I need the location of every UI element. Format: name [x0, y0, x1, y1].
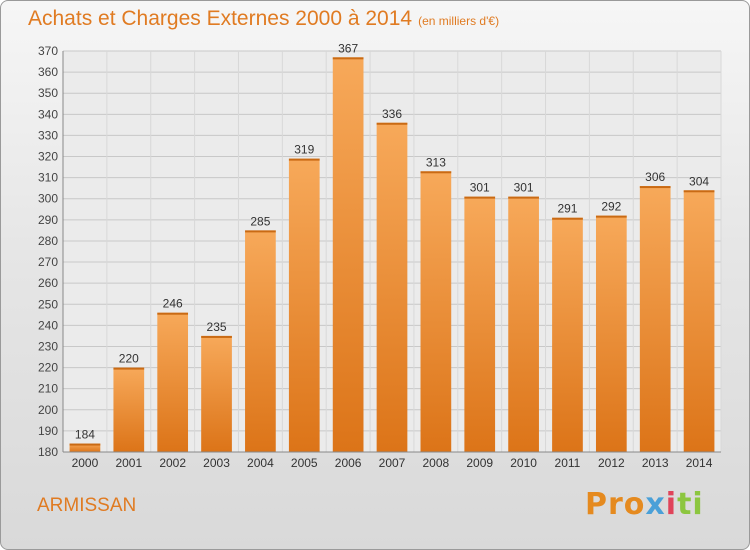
bar-top-edge [245, 230, 276, 233]
y-tick-label: 280 [38, 234, 58, 248]
y-tick-label: 340 [38, 107, 58, 121]
bar-top-edge [201, 335, 232, 338]
chart-unit: (en milliers d'€) [418, 14, 500, 28]
bar-top-edge [113, 367, 145, 370]
bar-value-label: 336 [382, 107, 402, 121]
bar-top-edge [639, 186, 671, 189]
bar-top-edge [69, 443, 101, 446]
y-tick-label: 200 [38, 403, 58, 417]
bar [113, 367, 145, 452]
bar [683, 190, 715, 452]
bar-top-edge [376, 122, 408, 125]
x-tick-label: 2008 [423, 456, 450, 470]
x-tick-label: 2009 [466, 456, 493, 470]
bar-top-edge [157, 312, 189, 315]
bar-value-label: 367 [338, 41, 358, 55]
bar-value-label: 304 [689, 174, 709, 188]
y-tick-label: 300 [38, 192, 58, 206]
bar [69, 443, 101, 452]
bar [464, 196, 496, 452]
bar-value-label: 292 [601, 200, 621, 214]
bar-value-label: 319 [294, 143, 314, 157]
logo-part: Pro [585, 487, 646, 522]
bar [245, 230, 276, 452]
y-tick-label: 220 [38, 361, 58, 375]
logo-part: ti [677, 487, 704, 522]
y-tick-label: 350 [38, 86, 58, 100]
bar-value-label: 184 [75, 428, 95, 442]
x-tick-label: 2002 [159, 456, 186, 470]
bar-value-label: 291 [557, 202, 577, 216]
bar-top-edge [595, 215, 627, 218]
bar-top-edge [508, 196, 539, 199]
bar-top-edge [288, 158, 320, 161]
bar-value-label: 301 [470, 181, 490, 195]
y-tick-label: 230 [38, 339, 58, 353]
bar-value-label: 313 [426, 155, 446, 169]
bar-top-edge [420, 171, 452, 174]
y-tick-label: 210 [38, 382, 58, 396]
logo-part: i [665, 487, 678, 522]
y-tick-label: 320 [38, 150, 58, 164]
bar [508, 196, 539, 452]
bar [639, 186, 671, 453]
x-tick-label: 2000 [72, 456, 99, 470]
y-tick-label: 260 [38, 276, 58, 290]
x-tick-label: 2014 [686, 456, 713, 470]
y-tick-label: 250 [38, 297, 58, 311]
bar [420, 171, 452, 453]
y-tick-label: 180 [38, 445, 58, 459]
y-tick-label: 240 [38, 318, 58, 332]
x-tick-label: 2007 [379, 456, 406, 470]
x-tick-label: 2006 [335, 456, 362, 470]
bar-top-edge [552, 217, 583, 220]
bar-value-label: 246 [163, 297, 183, 311]
bar-value-label: 301 [514, 181, 534, 195]
bar-value-label: 235 [207, 320, 227, 334]
town-name: ARMISSAN [37, 495, 137, 516]
bar-top-edge [332, 57, 364, 60]
chart-title: Achats et Charges Externes 2000 à 2014 (e… [28, 7, 499, 31]
y-tick-label: 370 [38, 44, 58, 58]
x-tick-label: 2005 [291, 456, 318, 470]
x-tick-label: 2001 [115, 456, 142, 470]
bar-value-label: 306 [645, 170, 665, 184]
y-tick-label: 360 [38, 65, 58, 79]
x-tick-label: 2012 [598, 456, 625, 470]
bar-value-label: 220 [119, 352, 139, 366]
y-tick-label: 270 [38, 255, 58, 269]
y-tick-label: 330 [38, 128, 58, 142]
bar [288, 158, 320, 452]
x-tick-label: 2011 [555, 456, 581, 470]
bar [201, 335, 232, 452]
x-tick-label: 2004 [247, 456, 274, 470]
logo-part: x [645, 487, 666, 522]
x-tick-label: 2003 [203, 456, 230, 470]
bar [552, 217, 583, 452]
chart-title-text: Achats et Charges Externes 2000 à 2014 [28, 7, 413, 30]
x-tick-label: 2010 [510, 456, 537, 470]
y-tick-label: 290 [38, 213, 58, 227]
y-tick-label: 190 [38, 424, 58, 438]
y-tick-label: 310 [38, 171, 58, 185]
proxiti-logo: Proxiti [585, 487, 704, 522]
bar-top-edge [683, 190, 715, 193]
bar [332, 57, 364, 453]
x-tick-label: 2013 [642, 456, 669, 470]
bar [376, 122, 408, 452]
bar-top-edge [464, 196, 496, 199]
bar [595, 215, 627, 452]
bar-value-label: 285 [250, 214, 270, 228]
bar [157, 312, 189, 452]
